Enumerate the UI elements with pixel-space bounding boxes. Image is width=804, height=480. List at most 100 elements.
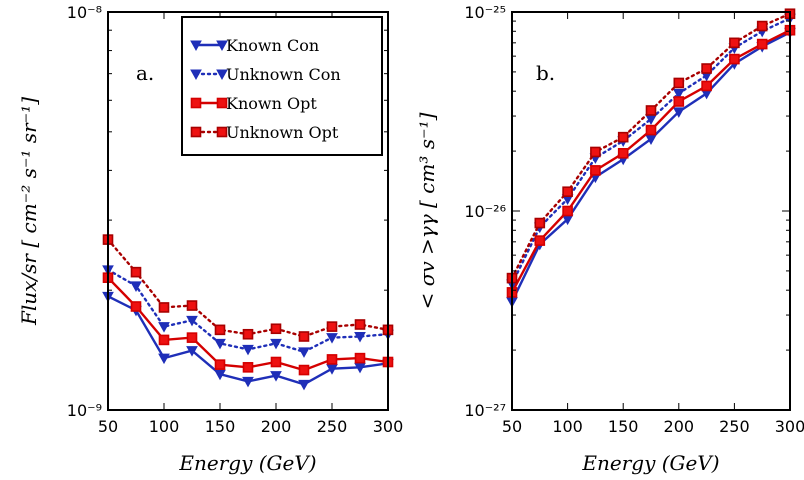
data-point [298, 347, 310, 358]
x-tick-label: 250 [719, 417, 750, 436]
x-tick-label: 150 [205, 417, 236, 436]
data-point [534, 217, 546, 229]
data-point [354, 319, 366, 330]
series-line [510, 12, 792, 280]
data-point [326, 321, 338, 332]
series-known-opt [102, 272, 394, 376]
legend-entry: Known Con [190, 36, 319, 55]
data-point [298, 379, 310, 391]
series-unknown-opt [506, 8, 796, 284]
data-point [673, 96, 685, 107]
data-point [270, 356, 282, 368]
legend-label: Known Con [226, 36, 319, 55]
data-point [534, 235, 546, 246]
panel-a-x-axis-label: Energy (GeV) [178, 451, 316, 475]
data-point [617, 147, 629, 159]
panel-b-label: b. [536, 61, 555, 85]
x-tick-label: 50 [98, 417, 118, 436]
series-line [510, 17, 792, 286]
panel-b-y-axis-label: < σv >γγ [ cm³ s⁻¹] [415, 112, 439, 309]
legend: Known Con Unknown Con Known Opt Unknown Opt [181, 16, 383, 156]
data-point [701, 63, 712, 74]
legend-marker [190, 69, 202, 81]
legend-entry: Unknown Con [190, 65, 341, 84]
data-point [756, 38, 768, 50]
x-tick-label: 50 [502, 417, 522, 436]
data-point [186, 332, 198, 343]
data-point [617, 131, 629, 143]
y-tick-label: 10⁻²⁶ [464, 202, 506, 221]
data-point [326, 333, 338, 344]
x-tick-label: 100 [552, 417, 583, 436]
data-point [158, 322, 170, 333]
panel-a-frame [107, 11, 389, 411]
data-point [242, 328, 254, 340]
data-point [158, 302, 170, 313]
panel-b-x-axis-label: Energy (GeV) [581, 451, 719, 475]
data-point [354, 331, 366, 343]
data-point [186, 315, 198, 327]
legend-marker [216, 126, 228, 138]
x-tick-label: 150 [608, 417, 639, 436]
data-point [158, 334, 170, 346]
y-tick-label: 10⁻²⁵ [464, 3, 506, 22]
data-point [242, 344, 254, 356]
legend-marker [190, 97, 202, 109]
data-point [354, 352, 366, 364]
series-unknown-con [102, 265, 394, 358]
y-tick-label: 10⁻⁹ [67, 401, 102, 420]
legend-entry: Known Opt [190, 94, 317, 113]
x-tick-label: 200 [261, 417, 292, 436]
x-tick-label: 100 [149, 417, 180, 436]
data-point [130, 301, 142, 312]
data-point [562, 205, 573, 217]
data-point [270, 371, 282, 382]
data-point [672, 107, 685, 118]
data-point [242, 376, 254, 388]
data-point [645, 124, 657, 136]
data-point [326, 354, 338, 365]
data-point [590, 165, 601, 176]
legend-marker [216, 97, 228, 109]
y-tick-label: 10⁻²⁷ [464, 401, 506, 420]
y-tick-label: 10⁻⁸ [67, 3, 102, 22]
panel-b-chart: 50 100 150 200 250 300 10⁻²⁷ 10⁻²⁶ 10⁻²⁵ b. Ener… [415, 3, 804, 475]
data-point [214, 338, 226, 350]
data-point [186, 300, 198, 311]
data-point [701, 80, 712, 92]
data-point [756, 20, 768, 32]
data-point [298, 364, 310, 376]
data-point [214, 359, 226, 370]
data-point [298, 331, 310, 342]
data-point [214, 324, 226, 336]
data-point [562, 186, 573, 198]
data-point [673, 77, 685, 89]
x-tick-label: 200 [664, 417, 695, 436]
legend-marker [216, 69, 228, 81]
data-point [590, 146, 601, 158]
legend-marker [190, 40, 202, 52]
data-point [130, 281, 142, 292]
data-point [672, 88, 685, 100]
panel-a-chart: 50 100 150 200 250 300 10⁻⁹ 10⁻⁸ a. Energy (GeV… [17, 3, 403, 475]
data-point [729, 53, 740, 65]
data-point [158, 353, 170, 365]
data-point [270, 338, 282, 350]
x-tick-label: 300 [775, 417, 804, 436]
series-unknown-opt [102, 234, 394, 342]
panel-a-y-axis-label: Flux/sr [ cm⁻² s⁻¹ sr⁻¹] [17, 97, 41, 326]
legend-marker [190, 126, 202, 138]
data-point [130, 266, 142, 278]
data-point [214, 369, 226, 381]
legend-label: Unknown Opt [226, 123, 339, 142]
series-known-con [102, 291, 394, 391]
data-point [186, 346, 198, 357]
panel-a-label: a. [136, 61, 154, 85]
series-unknown-con [506, 13, 796, 290]
data-point [242, 362, 254, 373]
data-point [645, 105, 657, 116]
legend-label: Known Opt [226, 94, 317, 113]
x-tick-label: 250 [317, 417, 348, 436]
data-point [729, 37, 740, 49]
